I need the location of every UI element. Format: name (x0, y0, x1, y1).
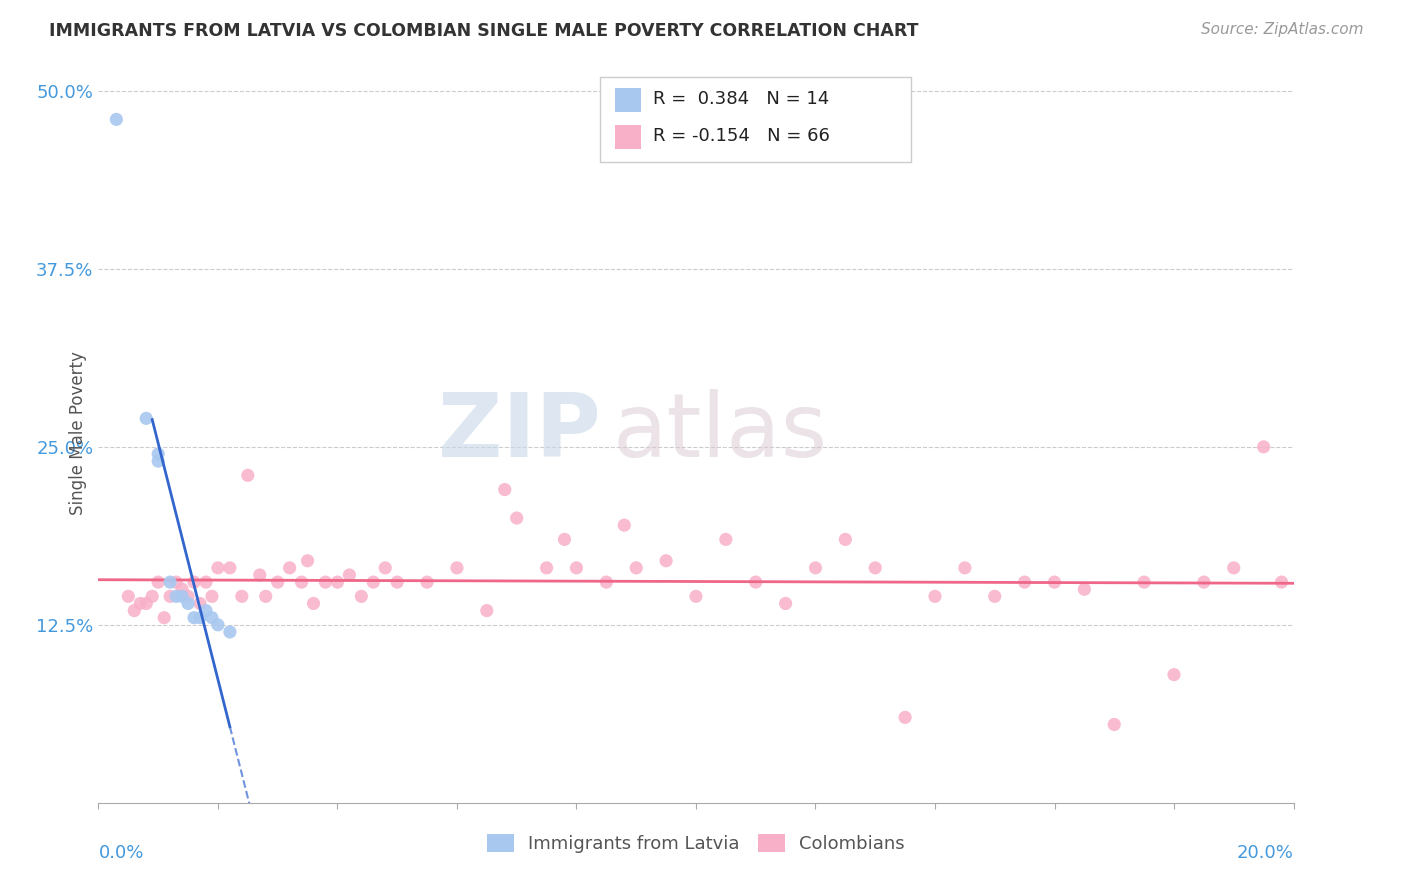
Point (924, 590, 946, 604)
Text: ZIP: ZIP (437, 389, 600, 476)
Point (1271, 575, 1294, 590)
Point (105, 112, 128, 127)
Point (172, 590, 194, 604)
Point (685, 590, 707, 604)
Point (135, 597, 157, 611)
Point (172, 582, 194, 597)
Point (219, 561, 242, 575)
Point (350, 590, 373, 604)
Point (117, 590, 139, 604)
FancyBboxPatch shape (614, 87, 641, 112)
Point (183, 610, 205, 624)
Point (254, 590, 277, 604)
Point (714, 533, 737, 547)
Point (1223, 561, 1246, 575)
Point (141, 590, 163, 604)
Point (148, 447, 170, 461)
Point (745, 575, 768, 590)
Point (153, 610, 176, 624)
Text: 20.0%: 20.0% (1237, 844, 1294, 862)
FancyBboxPatch shape (614, 125, 641, 149)
Point (1192, 575, 1215, 590)
Point (188, 597, 211, 611)
Point (865, 561, 887, 575)
Point (953, 561, 976, 575)
Point (374, 561, 396, 575)
Point (339, 568, 361, 582)
Point (129, 597, 152, 611)
Point (385, 575, 409, 590)
Point (984, 590, 1007, 604)
Point (1163, 667, 1185, 681)
Point (207, 561, 229, 575)
Point (315, 575, 337, 590)
Point (195, 575, 218, 590)
Point (475, 604, 498, 618)
Point (595, 575, 617, 590)
Text: 0.0%: 0.0% (98, 844, 143, 862)
Text: IMMIGRANTS FROM LATVIA VS COLOMBIAN SINGLE MALE POVERTY CORRELATION CHART: IMMIGRANTS FROM LATVIA VS COLOMBIAN SING… (49, 22, 918, 40)
Point (1014, 575, 1036, 590)
Point (302, 597, 325, 611)
Point (297, 554, 319, 568)
Point (834, 533, 856, 547)
Point (148, 454, 170, 468)
Point (159, 575, 181, 590)
Point (536, 561, 558, 575)
Point (804, 561, 827, 575)
Point (177, 590, 200, 604)
Y-axis label: Single Male Poverty: Single Male Poverty (69, 351, 87, 515)
Point (494, 483, 516, 497)
Point (159, 590, 181, 604)
Text: R =  0.384   N = 14: R = 0.384 N = 14 (652, 90, 830, 109)
Point (655, 554, 678, 568)
Point (363, 575, 385, 590)
Point (613, 518, 636, 533)
Point (775, 597, 797, 611)
Point (554, 533, 576, 547)
Point (207, 617, 229, 632)
Point (124, 604, 146, 618)
Point (278, 561, 301, 575)
Point (1073, 582, 1095, 597)
Point (183, 575, 205, 590)
Point (148, 575, 170, 590)
Point (1253, 440, 1275, 454)
Point (219, 624, 242, 639)
Point (177, 597, 200, 611)
Point (195, 604, 218, 618)
Point (249, 568, 271, 582)
Point (236, 468, 259, 483)
Point (1043, 575, 1066, 590)
Point (188, 610, 211, 624)
Point (267, 575, 290, 590)
Text: atlas: atlas (613, 389, 828, 476)
Point (446, 561, 468, 575)
Point (201, 590, 224, 604)
Point (165, 575, 187, 590)
Point (165, 590, 187, 604)
Point (1133, 575, 1156, 590)
Point (565, 561, 588, 575)
Point (201, 610, 224, 624)
Legend: Immigrants from Latvia, Colombians: Immigrants from Latvia, Colombians (479, 827, 912, 861)
Point (416, 575, 439, 590)
Point (626, 561, 648, 575)
Point (291, 575, 314, 590)
Point (894, 710, 917, 724)
Point (506, 511, 529, 525)
Text: Source: ZipAtlas.com: Source: ZipAtlas.com (1201, 22, 1364, 37)
FancyBboxPatch shape (600, 78, 911, 162)
Point (231, 590, 253, 604)
Point (1104, 717, 1126, 731)
Text: R = -0.154   N = 66: R = -0.154 N = 66 (652, 128, 830, 145)
Point (326, 575, 349, 590)
Point (135, 411, 157, 425)
